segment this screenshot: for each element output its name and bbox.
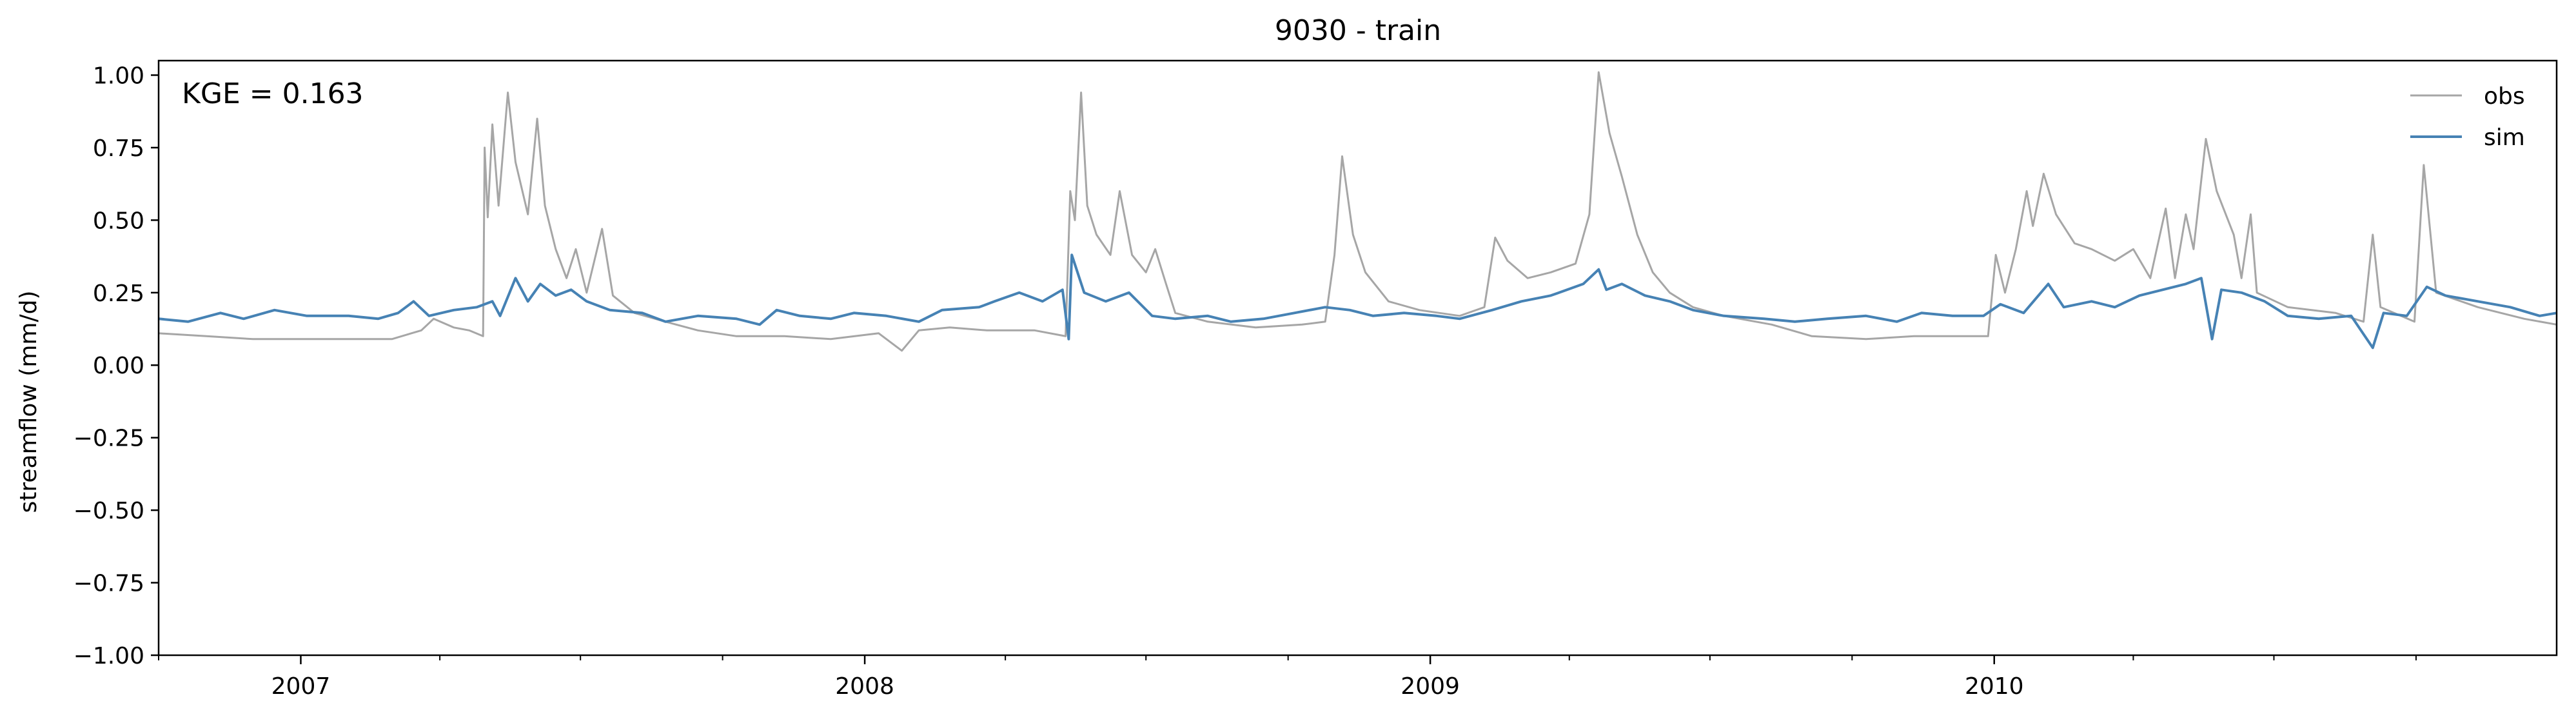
y-axis: 1.00 0.75 0.50 0.25 0.00 −0.25 −0.50 −0.75 −1.00	[74, 63, 159, 669]
y-axis-label: streamflow (mm/d)	[15, 291, 42, 513]
x-tick-label: 2007	[271, 673, 331, 700]
y-tick-label: −0.50	[74, 498, 144, 524]
x-tick-label: 2009	[1401, 673, 1460, 700]
y-tick-label: −0.75	[74, 571, 144, 597]
legend: obs sim	[2410, 83, 2525, 151]
x-tick-label: 2008	[835, 673, 894, 700]
y-tick-label: −0.25	[74, 426, 144, 452]
x-axis: 2007 2008 2009 2010	[158, 655, 2417, 700]
y-tick-label: 0.75	[93, 135, 144, 162]
x-tick-label: 2010	[1965, 673, 2024, 700]
y-tick-label: 0.50	[93, 208, 144, 234]
y-tick-label: 1.00	[93, 63, 144, 89]
legend-label-sim: sim	[2484, 124, 2525, 151]
legend-label-obs: obs	[2484, 83, 2525, 110]
y-tick-label: 0.00	[93, 353, 144, 379]
kge-annotation: KGE = 0.163	[182, 77, 364, 110]
y-tick-label: 0.25	[93, 281, 144, 307]
chart-title: 9030 - train	[1275, 14, 1441, 47]
series-line-obs	[158, 71, 2557, 352]
y-tick-label: −1.00	[74, 643, 144, 669]
plot-area	[158, 71, 2557, 352]
axes-frame	[157, 59, 2558, 657]
series-line-sim	[158, 253, 2557, 350]
